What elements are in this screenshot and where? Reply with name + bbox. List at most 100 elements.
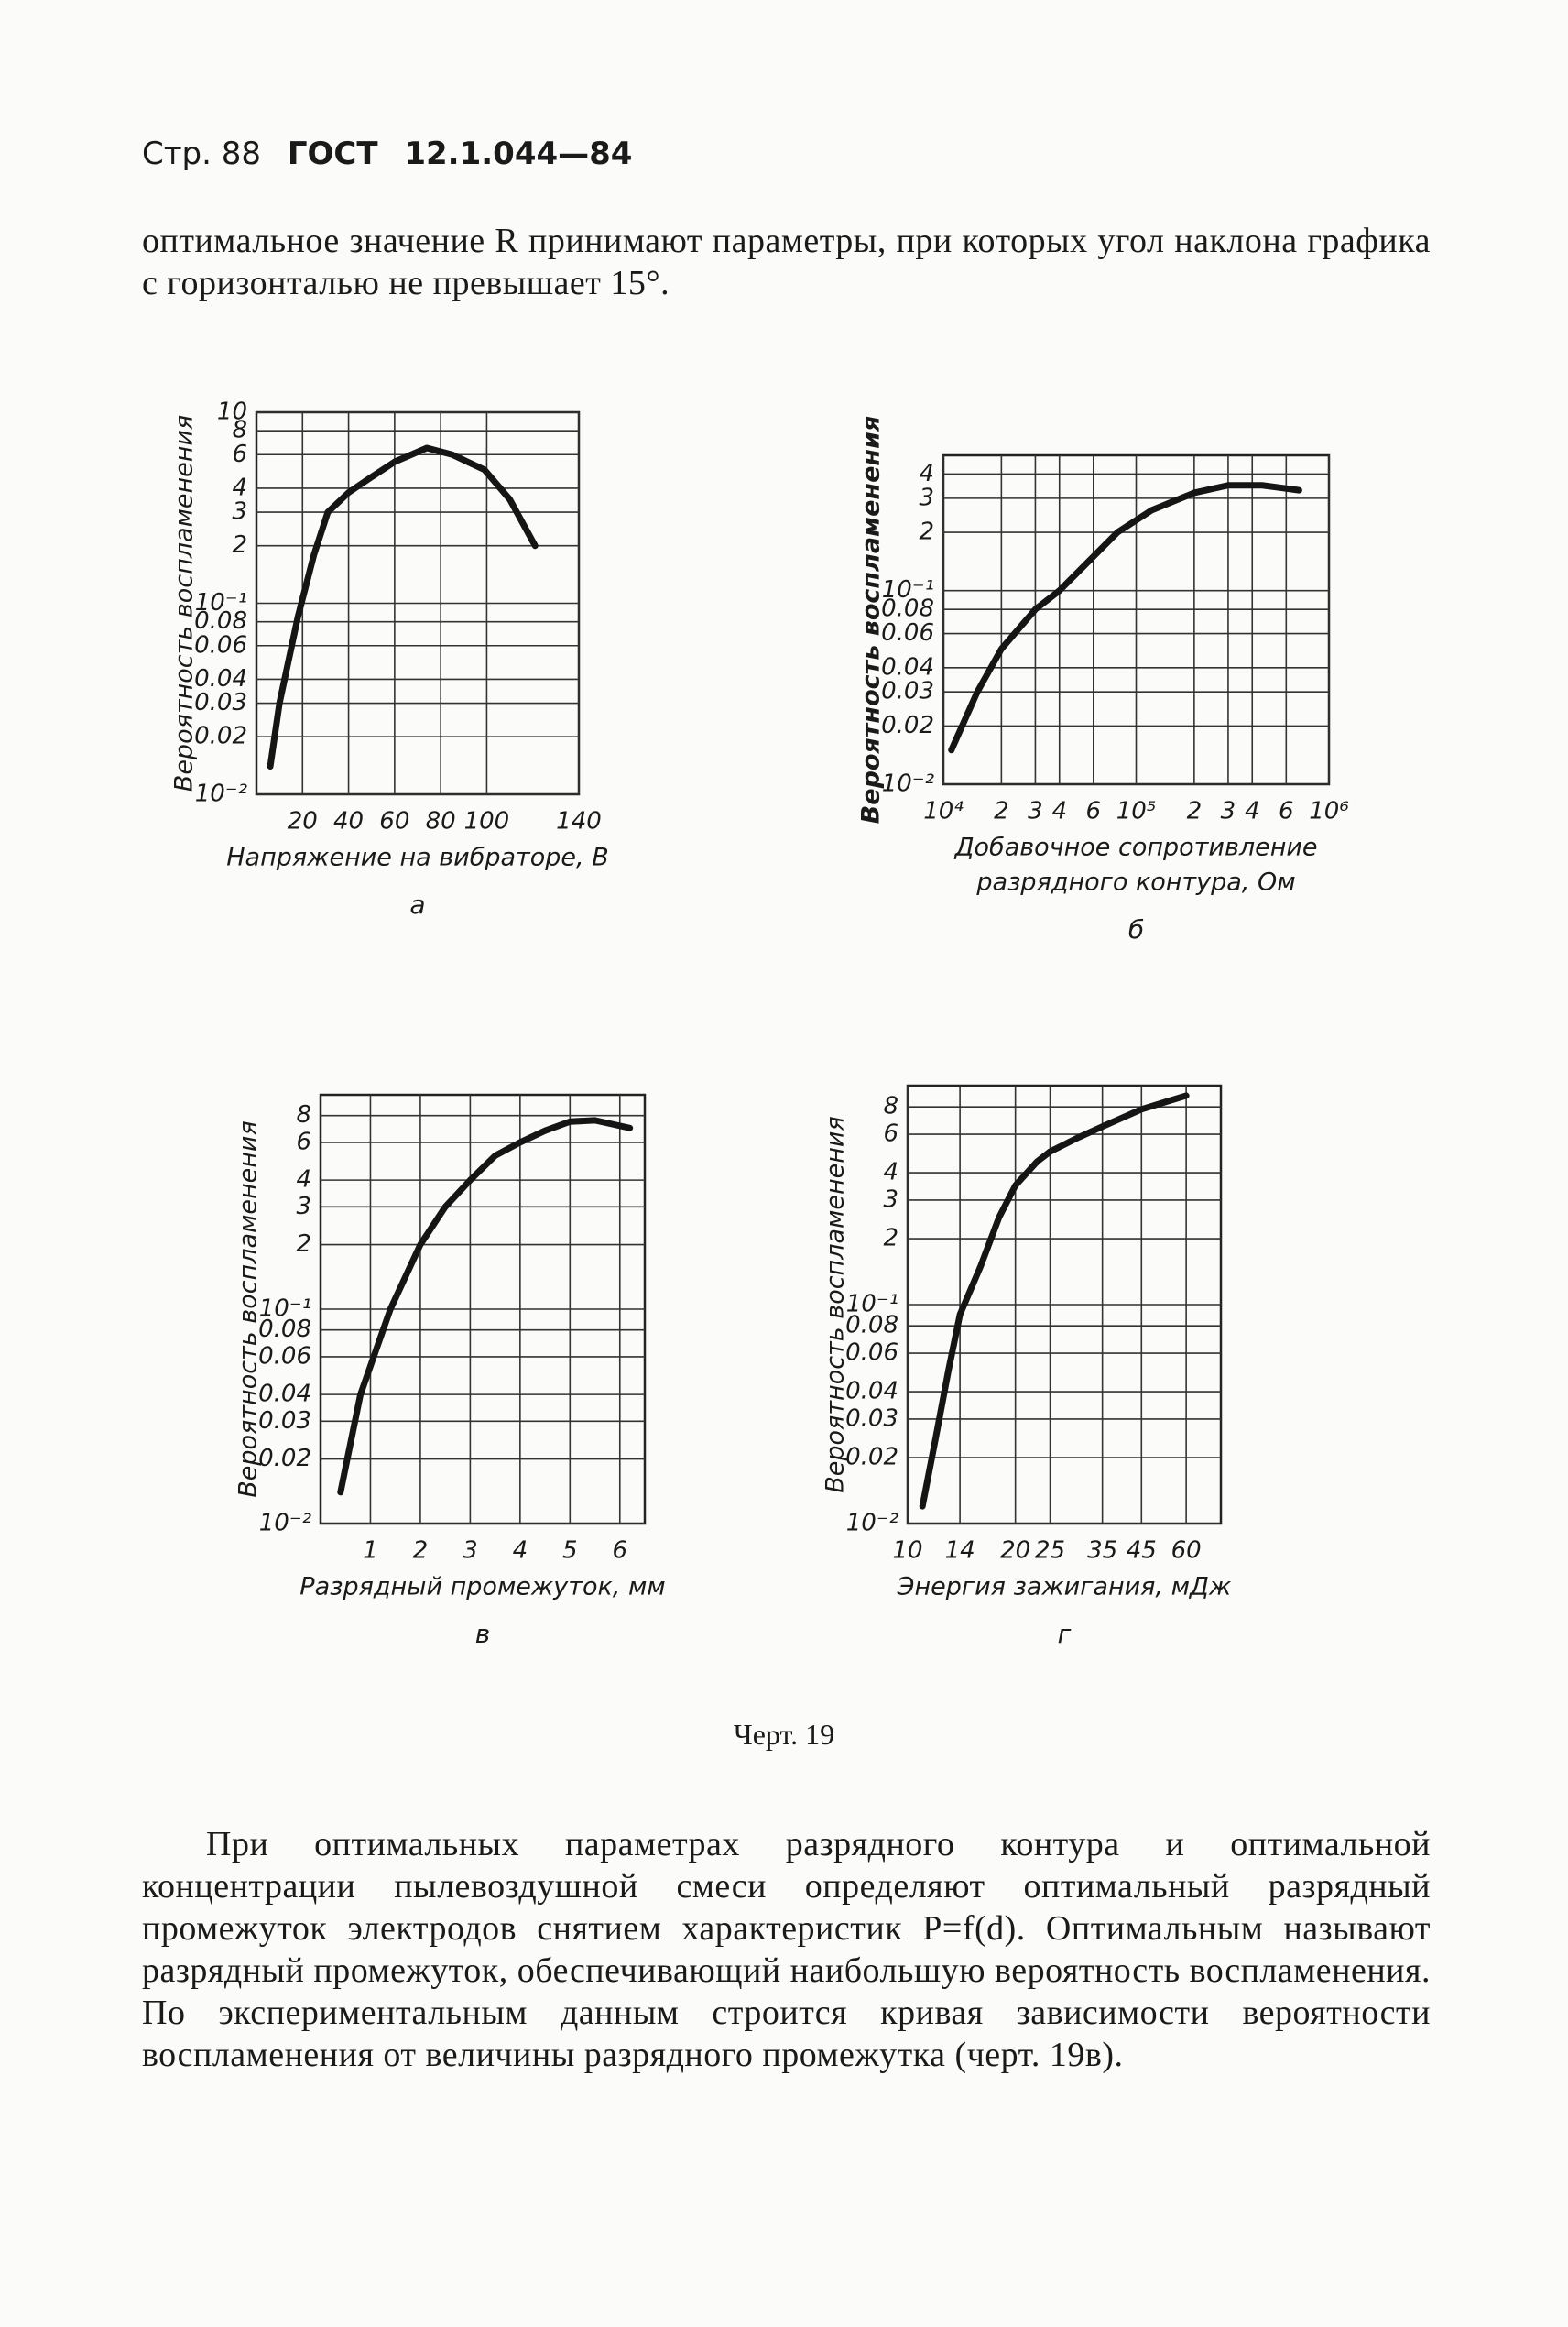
x-tick-label: 140	[556, 808, 602, 836]
y-axis-label: Вероятность воспламенения	[234, 1120, 263, 1497]
x-tick-label: 2	[413, 1537, 429, 1565]
y-tick-label: 2	[919, 519, 934, 546]
x-tick-label: 3	[463, 1537, 478, 1565]
chart-caption: г	[1058, 1619, 1072, 1649]
curve	[267, 444, 539, 770]
y-tick-label: 0.02	[845, 1444, 898, 1471]
curve	[337, 1117, 634, 1496]
x-tick-label: 100	[464, 808, 510, 836]
y-tick-label: 0.08	[881, 595, 934, 623]
x-axis-label: Добавочное сопротивление	[953, 834, 1317, 862]
y-tick-label: 3	[296, 1193, 311, 1220]
x-tick-label: 60	[1171, 1537, 1202, 1565]
x-tick-label: 10	[892, 1537, 922, 1565]
y-tick-label: 0.02	[258, 1445, 311, 1472]
y-tick-label: 10⁻²	[846, 1510, 898, 1537]
y-tick-label: 4	[296, 1166, 311, 1194]
y-tick-label: 0.03	[194, 689, 247, 716]
y-tick-label: 2	[232, 531, 247, 559]
y-tick-label: 0.03	[258, 1407, 311, 1435]
x-tick-label: 4	[1245, 798, 1260, 825]
x-tick-label: 10⁶	[1309, 798, 1349, 825]
y-tick-label: 0.04	[845, 1378, 898, 1405]
y-tick-label: 8	[232, 417, 247, 444]
curve	[948, 482, 1302, 754]
chart-caption: а	[409, 890, 425, 920]
page-header: Стр. 88 ГОСТ 12.1.044—84	[142, 136, 648, 172]
x-tick-label: 6	[1086, 798, 1102, 825]
x-tick-label: 20	[1000, 1537, 1030, 1565]
x-tick-label: 60	[379, 808, 409, 836]
y-tick-label: 3	[919, 484, 934, 511]
y-tick-label: 4	[232, 474, 247, 501]
chart-caption: в	[475, 1619, 491, 1649]
y-tick-label: 10⁻¹	[882, 576, 934, 604]
y-tick-label: 0.08	[258, 1316, 311, 1343]
y-tick-label: 0.02	[194, 723, 247, 750]
x-tick-label: 6	[1279, 798, 1294, 825]
y-tick-label: 8	[296, 1101, 311, 1129]
x-tick-label: 20	[288, 808, 318, 836]
y-tick-label: 10⁻²	[882, 770, 934, 798]
y-tick-label: 0.06	[194, 631, 247, 659]
y-tick-label: 10⁻²	[259, 1510, 311, 1537]
x-tick-label: 10⁵	[1116, 798, 1157, 825]
x-tick-label: 10⁴	[923, 798, 964, 825]
y-tick-label: 6	[883, 1120, 898, 1148]
y-tick-label: 0.03	[845, 1404, 898, 1432]
standard-number: 12.1.044—84	[404, 136, 633, 172]
y-tick-label: 10⁻²	[195, 781, 247, 808]
y-tick-label: 10⁻¹	[195, 589, 247, 617]
y-tick-label: 0.03	[881, 678, 934, 705]
figure-caption: Черт. 19	[733, 1718, 835, 1751]
curve	[919, 1092, 1190, 1510]
x-axis-label: Разрядный промежуток, мм	[299, 1573, 665, 1601]
paragraph: оптимальное значение R принимают парамет…	[142, 222, 1431, 302]
standard-label: ГОСТ	[287, 136, 378, 172]
y-tick-label: 0.08	[845, 1312, 898, 1339]
y-tick-label: 0.06	[845, 1339, 898, 1367]
x-tick-label: 2	[994, 798, 1009, 825]
x-tick-label: 4	[1051, 798, 1067, 825]
x-tick-label: 80	[426, 808, 456, 836]
y-tick-label: 6	[232, 441, 247, 468]
x-tick-label: 3	[1028, 798, 1043, 825]
x-tick-label: 35	[1087, 1537, 1117, 1565]
x-tick-label: 4	[513, 1537, 528, 1565]
x-tick-label: 3	[1221, 798, 1236, 825]
y-tick-label: 0.02	[881, 712, 934, 739]
x-tick-label: 1	[363, 1537, 378, 1565]
y-tick-label: 4	[883, 1159, 898, 1186]
x-tick-label: 2	[1187, 798, 1203, 825]
x-axis-label: Напряжение на вибраторе, В	[226, 844, 608, 872]
y-tick-label: 2	[296, 1230, 311, 1258]
y-axis-label: Вероятность воспламенения	[822, 1116, 850, 1492]
y-tick-label: 0.04	[881, 653, 934, 681]
y-tick-label: 10	[217, 399, 247, 426]
y-tick-label: 3	[883, 1185, 898, 1213]
paragraph: При оптимальных параметрах разрядного ко…	[142, 1825, 1431, 2074]
y-tick-label: 0.04	[258, 1381, 311, 1408]
chart-caption: б	[1128, 914, 1144, 945]
y-tick-label: 10⁻¹	[259, 1295, 311, 1323]
x-tick-label: 5	[562, 1537, 578, 1565]
x-tick-label: 14	[945, 1537, 975, 1565]
y-tick-label: 10⁻¹	[846, 1291, 898, 1318]
x-tick-label: 40	[333, 808, 364, 836]
y-tick-label: 3	[232, 498, 247, 526]
x-axis-label: Энергия зажигания, мДж	[897, 1573, 1232, 1601]
y-tick-label: 2	[883, 1225, 898, 1252]
y-axis-label: Вероятность воспламенения	[170, 415, 199, 792]
x-tick-label: 45	[1127, 1537, 1157, 1565]
y-tick-label: 0.06	[881, 619, 934, 647]
page-number: Стр. 88	[142, 136, 262, 172]
y-tick-label: 4	[919, 460, 934, 487]
x-axis-label: разрядного контура, Ом	[975, 869, 1295, 897]
y-tick-label: 8	[883, 1093, 898, 1120]
y-axis-label: Вероятность воспламенения	[857, 416, 886, 825]
x-tick-label: 25	[1035, 1537, 1065, 1565]
y-tick-label: 0.06	[258, 1342, 311, 1370]
